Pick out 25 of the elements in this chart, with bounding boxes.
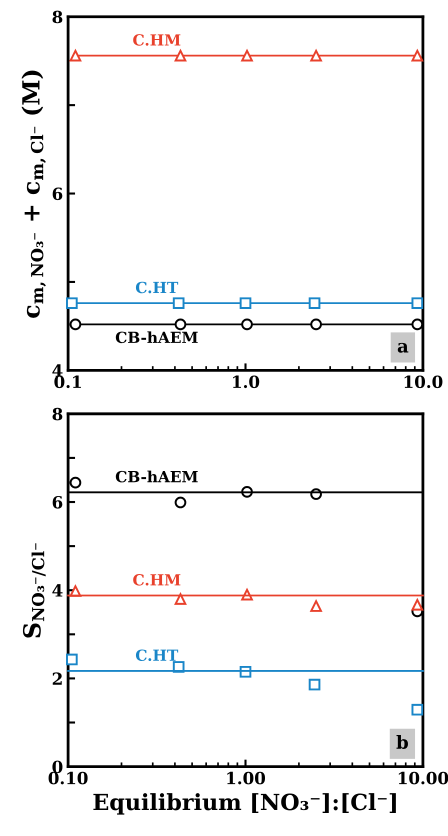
series-label: C.HT [136, 649, 178, 662]
y-tick-label: 4 [52, 584, 63, 597]
y-axis-title: c$_{m,NO₃⁻}$ + c$_{m,Cl⁻}$ (M) [22, 70, 46, 318]
x-axis-title: Equilibrium [NO₃⁻]:[Cl⁻] [93, 793, 396, 815]
series-label: CB-hAEM [116, 331, 198, 344]
annotation: b [396, 735, 408, 749]
y-tick-label: 2 [52, 672, 62, 685]
y-tick-label: 6 [52, 187, 62, 200]
y-tick-label: 4 [52, 364, 63, 377]
y-tick-label: 8 [52, 408, 62, 420]
y-tick-label: 6 [52, 496, 62, 509]
x-tick-label: 0.10 [48, 772, 88, 784]
x-tick-label: 1.00 [227, 772, 266, 784]
annotation: a [398, 342, 408, 353]
x-tick-label: 10.00 [398, 772, 448, 784]
series-label: C.HM [133, 574, 180, 586]
y-tick-label: 0 [52, 760, 62, 774]
x-tick-label: 1.0 [233, 376, 260, 388]
series-label: C.HM [133, 34, 180, 46]
y-axis-title: S$_{NO₃⁻/Cl⁻}$ [22, 543, 46, 638]
y-tick-label: 8 [52, 10, 62, 24]
x-tick-label: 0.1 [54, 376, 81, 388]
series-label: CB-hAEM [116, 470, 198, 482]
series-label: C.HT [136, 282, 178, 294]
x-tick-label: 10.0 [404, 376, 442, 388]
